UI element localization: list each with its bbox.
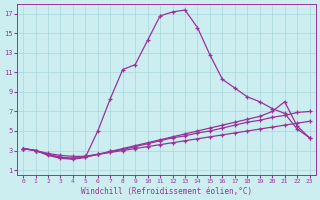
X-axis label: Windchill (Refroidissement éolien,°C): Windchill (Refroidissement éolien,°C) xyxy=(81,187,252,196)
